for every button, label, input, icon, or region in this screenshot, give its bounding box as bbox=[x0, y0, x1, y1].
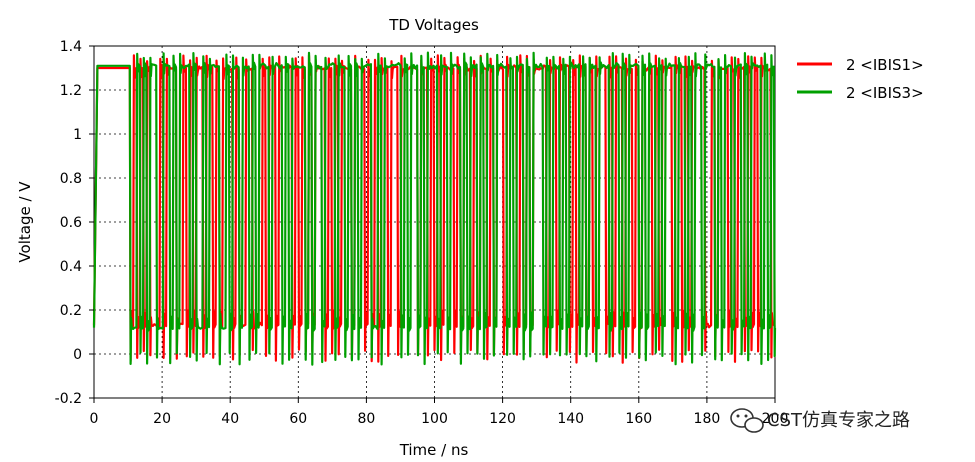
x-tick-label: 180 bbox=[694, 411, 721, 427]
x-tick-label: 0 bbox=[90, 411, 99, 427]
y-tick-label: 0.8 bbox=[60, 171, 82, 187]
y-tick-label: 1.4 bbox=[60, 39, 82, 55]
chart-title: TD Voltages bbox=[388, 16, 479, 34]
legend-label-ibis1: 2 <IBIS1> bbox=[846, 56, 924, 74]
watermark-text: CST仿真专家之路 bbox=[767, 410, 910, 431]
y-ticks: -0.2 0 0.2 0.4 0.6 0.8 1 1.2 1.4 bbox=[55, 39, 94, 407]
x-axis-label: Time / ns bbox=[399, 441, 469, 459]
x-tick-label: 80 bbox=[357, 411, 375, 427]
wechat-icon bbox=[730, 408, 764, 433]
x-ticks: 0 20 40 60 80 100 120 140 160 180 200 bbox=[90, 398, 789, 427]
y-tick-label: 0.2 bbox=[60, 303, 82, 319]
legend-label-ibis3: 2 <IBIS3> bbox=[846, 84, 924, 102]
watermark: CST仿真专家之路 bbox=[730, 408, 910, 433]
series-layer bbox=[92, 51, 777, 366]
y-axis-label: Voltage / V bbox=[16, 181, 34, 263]
y-tick-label: 1.2 bbox=[60, 83, 82, 99]
x-tick-label: 160 bbox=[625, 411, 652, 427]
y-tick-label: 0.4 bbox=[60, 259, 82, 275]
y-tick-label: 1 bbox=[73, 127, 82, 143]
y-tick-label: 0 bbox=[73, 347, 82, 363]
x-tick-label: 60 bbox=[289, 411, 307, 427]
x-tick-label: 200 bbox=[762, 411, 789, 427]
x-tick-label: 40 bbox=[221, 411, 239, 427]
legend: 2 <IBIS1> 2 <IBIS3> bbox=[797, 56, 924, 102]
x-tick-label: 120 bbox=[489, 411, 516, 427]
x-tick-label: 100 bbox=[421, 411, 448, 427]
y-tick-label: -0.2 bbox=[55, 391, 82, 407]
series-line-ibis3 bbox=[92, 51, 777, 366]
y-tick-label: 0.6 bbox=[60, 215, 82, 231]
x-tick-label: 20 bbox=[153, 411, 171, 427]
x-tick-label: 140 bbox=[557, 411, 584, 427]
